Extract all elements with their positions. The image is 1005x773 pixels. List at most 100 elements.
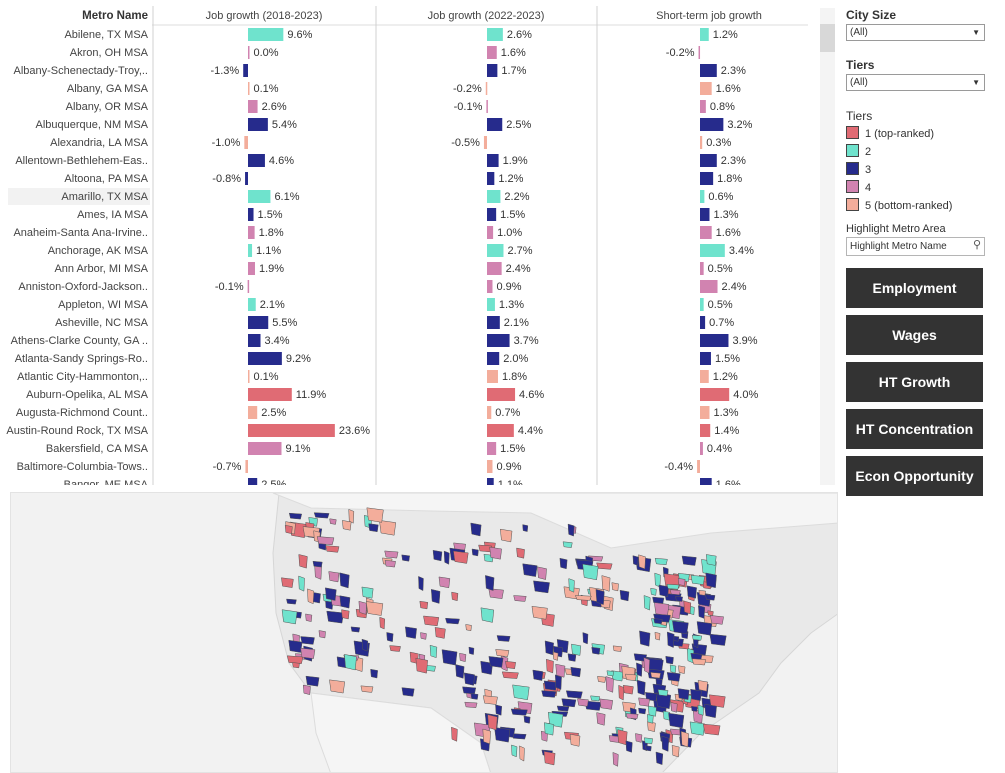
- metro-region[interactable]: [597, 675, 606, 683]
- metro-region[interactable]: [358, 600, 367, 615]
- metro-region[interactable]: [495, 649, 510, 657]
- metro-region[interactable]: [683, 600, 692, 615]
- metro-region[interactable]: [612, 752, 619, 767]
- metro-region[interactable]: [625, 673, 637, 681]
- metro-region[interactable]: [543, 722, 555, 736]
- metro-region[interactable]: [590, 695, 601, 702]
- metro-region[interactable]: [300, 647, 316, 659]
- metro-region[interactable]: [678, 665, 686, 674]
- metro-region[interactable]: [698, 590, 706, 596]
- metro-region[interactable]: [681, 555, 697, 566]
- metro-region[interactable]: [522, 563, 538, 577]
- metro-region[interactable]: [313, 512, 330, 519]
- metro-region[interactable]: [384, 550, 399, 559]
- metro-region[interactable]: [523, 715, 531, 724]
- metro-region[interactable]: [562, 541, 573, 548]
- metro-region[interactable]: [696, 621, 713, 636]
- metro-region[interactable]: [691, 705, 698, 712]
- metro-region[interactable]: [379, 520, 397, 536]
- metro-region[interactable]: [418, 576, 424, 592]
- metro-region[interactable]: [543, 680, 558, 691]
- metro-region[interactable]: [705, 594, 716, 601]
- metro-region[interactable]: [596, 712, 606, 726]
- metro-region[interactable]: [288, 512, 303, 520]
- metro-region[interactable]: [329, 679, 346, 694]
- metro-region[interactable]: [511, 744, 518, 758]
- metro-region[interactable]: [430, 588, 441, 604]
- metro-region[interactable]: [638, 697, 650, 707]
- metro-region[interactable]: [697, 704, 704, 716]
- metro-region[interactable]: [565, 690, 583, 699]
- employment-button[interactable]: Employment: [846, 268, 983, 308]
- metro-region[interactable]: [370, 668, 378, 679]
- metro-region[interactable]: [480, 660, 493, 675]
- metro-region[interactable]: [599, 698, 614, 710]
- metro-region[interactable]: [366, 507, 384, 523]
- metro-region[interactable]: [470, 522, 482, 537]
- metro-region[interactable]: [567, 523, 575, 537]
- metro-region[interactable]: [635, 733, 643, 743]
- metro-region[interactable]: [657, 689, 669, 697]
- metro-region[interactable]: [405, 626, 417, 639]
- metro-region[interactable]: [639, 630, 651, 647]
- metro-region[interactable]: [325, 545, 340, 553]
- metro-region[interactable]: [401, 687, 415, 697]
- metro-region[interactable]: [443, 550, 450, 565]
- metro-region[interactable]: [697, 680, 708, 692]
- metro-region[interactable]: [365, 601, 384, 616]
- metro-region[interactable]: [555, 674, 562, 690]
- metro-region[interactable]: [619, 589, 630, 602]
- metro-region[interactable]: [298, 554, 308, 569]
- metro-region[interactable]: [601, 575, 611, 592]
- legend-item-tier1[interactable]: 1 (top-ranked): [846, 126, 934, 140]
- metro-region[interactable]: [384, 560, 396, 568]
- metro-region[interactable]: [605, 676, 614, 693]
- metro-region[interactable]: [595, 588, 605, 605]
- metro-region[interactable]: [618, 684, 625, 701]
- metro-region[interactable]: [666, 583, 680, 590]
- metro-region[interactable]: [709, 633, 727, 646]
- metro-region[interactable]: [432, 549, 443, 562]
- metro-region[interactable]: [281, 609, 298, 625]
- metro-region[interactable]: [438, 576, 451, 589]
- metro-region[interactable]: [591, 646, 601, 655]
- metro-region[interactable]: [625, 713, 639, 720]
- econ-opportunity-button[interactable]: Econ Opportunity: [846, 456, 983, 496]
- metro-region[interactable]: [675, 595, 683, 602]
- metro-region[interactable]: [575, 595, 592, 601]
- metro-region[interactable]: [582, 563, 599, 581]
- metro-region[interactable]: [292, 662, 300, 669]
- metro-region[interactable]: [636, 662, 643, 677]
- metro-region[interactable]: [488, 656, 504, 668]
- metro-region[interactable]: [532, 669, 544, 681]
- metro-region[interactable]: [451, 726, 458, 742]
- metro-region[interactable]: [666, 672, 681, 682]
- metro-region[interactable]: [665, 655, 674, 665]
- metro-region[interactable]: [647, 714, 654, 724]
- metro-region[interactable]: [485, 575, 495, 591]
- metro-region[interactable]: [672, 620, 689, 635]
- metro-region[interactable]: [494, 727, 511, 743]
- metro-region[interactable]: [516, 547, 525, 559]
- metro-region[interactable]: [389, 645, 401, 652]
- metro-region[interactable]: [401, 554, 410, 562]
- metro-region[interactable]: [488, 588, 504, 599]
- metro-region[interactable]: [559, 557, 568, 570]
- metro-region[interactable]: [596, 562, 613, 570]
- metro-region[interactable]: [325, 587, 337, 601]
- metro-region[interactable]: [541, 690, 557, 698]
- metro-region[interactable]: [451, 591, 459, 602]
- metro-region[interactable]: [298, 575, 305, 592]
- metro-region[interactable]: [386, 632, 394, 643]
- metro-region[interactable]: [462, 686, 477, 695]
- metro-region[interactable]: [286, 598, 297, 605]
- metro-region[interactable]: [312, 560, 323, 568]
- metro-region[interactable]: [463, 672, 475, 686]
- table-scrollbar-thumb[interactable]: [820, 24, 835, 52]
- metro-region[interactable]: [705, 572, 717, 589]
- metro-region[interactable]: [499, 528, 513, 543]
- metro-region[interactable]: [702, 723, 721, 736]
- metro-region[interactable]: [468, 646, 475, 655]
- metro-region[interactable]: [482, 695, 498, 705]
- metro-region[interactable]: [342, 520, 352, 531]
